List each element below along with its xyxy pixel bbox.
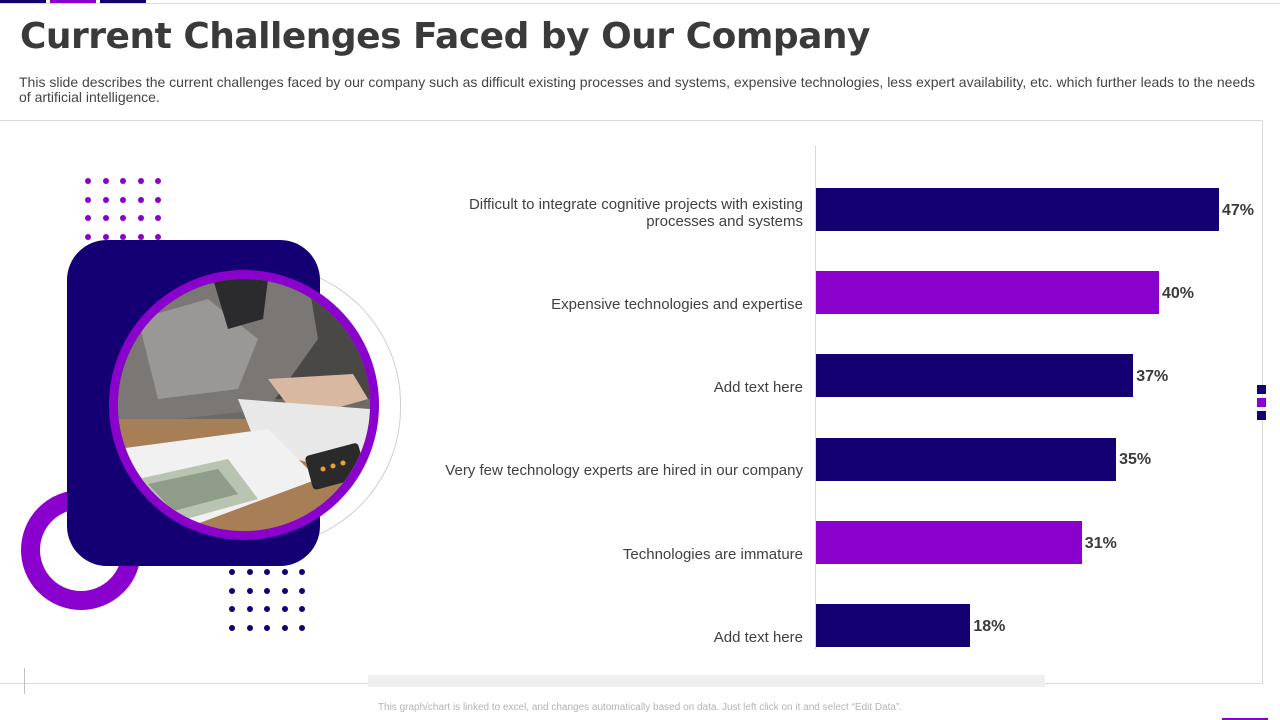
top-accent-navy-1: [0, 0, 46, 3]
bar: [816, 188, 1219, 231]
bar: [816, 604, 971, 647]
category-label: Difficult to integrate cognitive project…: [468, 196, 803, 230]
page-title: Current Challenges Faced by Our Company: [20, 16, 871, 57]
corner-accent: [1222, 718, 1268, 720]
bar-value-label: 35%: [1119, 451, 1152, 468]
bar-value-label: 47%: [1222, 202, 1255, 219]
bar-value-label: 31%: [1084, 535, 1117, 552]
office-desk-photo-illustration: [118, 279, 370, 531]
category-label: Technologies are immature: [622, 546, 803, 563]
purple-dot-grid: [85, 178, 161, 240]
bar: [816, 521, 1082, 564]
office-photo: [109, 270, 379, 540]
category-label: Expensive technologies and expertise: [551, 296, 803, 313]
side-squares: [1257, 385, 1266, 424]
bar: [816, 438, 1117, 481]
chart-footnote: This graph/chart is linked to excel, and…: [377, 702, 903, 713]
top-accent-navy-2: [100, 0, 146, 3]
chart-axis-line: [815, 146, 816, 649]
top-divider: [0, 3, 1280, 4]
bar: [816, 354, 1134, 397]
category-label: Add text here: [713, 379, 803, 396]
bar-value-label: 37%: [1136, 368, 1169, 385]
page-description: This slide describes the current challen…: [19, 74, 1256, 105]
top-accent-purple: [50, 0, 96, 3]
scroll-hint-bar: [368, 675, 1045, 687]
category-label: Very few technology experts are hired in…: [445, 462, 803, 479]
bar: [816, 271, 1159, 314]
navy-dot-grid: [229, 569, 305, 631]
category-label: Add text here: [713, 629, 803, 646]
bar-value-label: 18%: [973, 618, 1006, 635]
frame-tick: [24, 668, 25, 694]
bar-value-label: 40%: [1161, 285, 1194, 302]
